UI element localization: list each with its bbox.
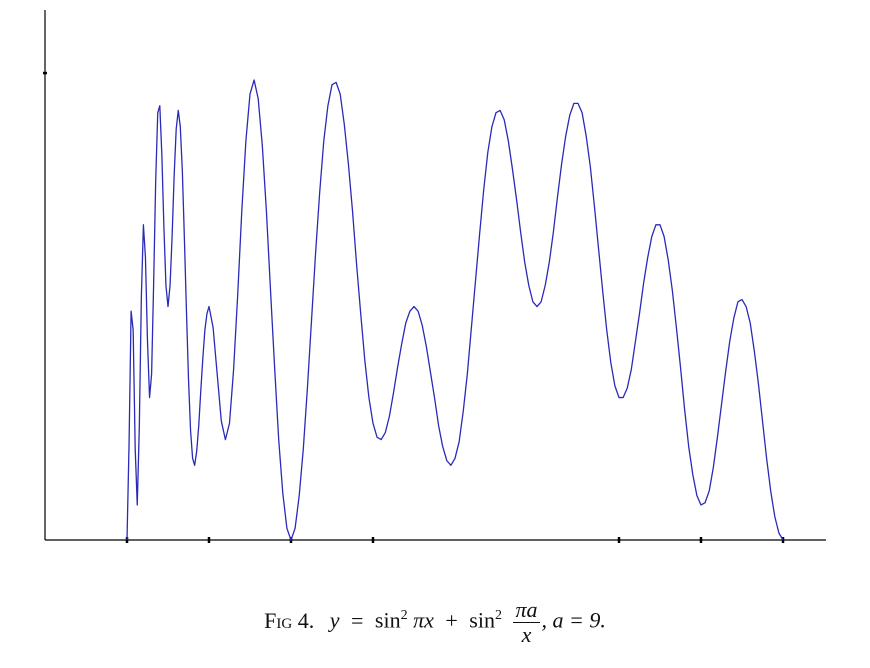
caption-math: , a = 9. <box>541 607 606 633</box>
caption-math: πa <box>513 597 540 623</box>
caption-math: y <box>329 607 340 633</box>
chart <box>43 10 826 543</box>
caption-math: = <box>350 607 364 633</box>
caption-label: Fig 4. <box>264 607 315 633</box>
caption-fraction: πa x <box>513 597 540 647</box>
caption-math: 2 <box>400 608 408 624</box>
caption-math: x <box>521 622 532 647</box>
caption-math: sin <box>469 607 495 633</box>
curve <box>126 79 784 541</box>
caption-math: 2 <box>494 608 502 624</box>
caption-math: sin <box>374 607 401 633</box>
caption-math: πx <box>413 607 434 633</box>
caption: Fig 4. y = sin2 πx + sin2 πa x, a = 9. <box>0 598 870 647</box>
caption-math: + <box>445 607 458 633</box>
